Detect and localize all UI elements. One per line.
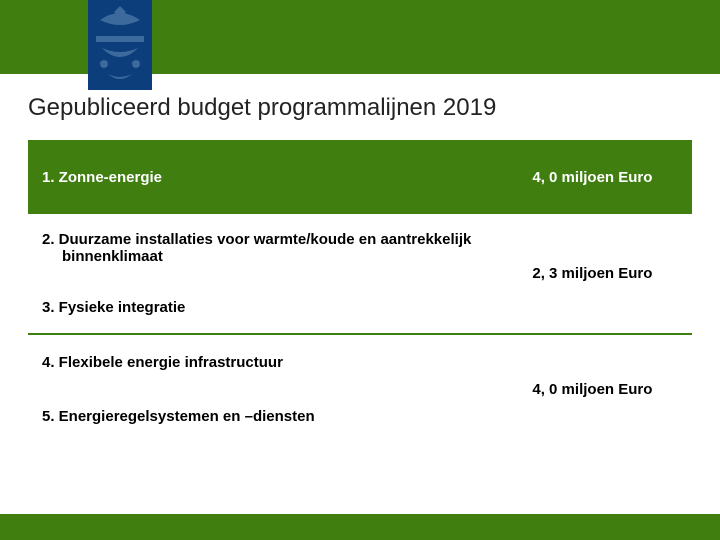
row-item-text: 2. Duurzame installaties voor warmte/kou…	[42, 225, 483, 271]
row-items-cell: 1. Zonne-energie	[28, 140, 493, 214]
row-item-text: 4. Flexibele energie infrastructuur	[42, 348, 483, 377]
row-budget-cell: 4, 0 miljoen Euro	[493, 334, 692, 444]
content-area: Gepubliceerd budget programmalijnen 2019…	[0, 74, 720, 444]
table-row: 2. Duurzame installaties voor warmte/kou…	[28, 214, 692, 334]
row-budget-cell: 2, 3 miljoen Euro	[493, 214, 692, 334]
logo-pattern-svg	[88, 0, 152, 90]
row-items-cell: 4. Flexibele energie infrastructuur 5. En…	[28, 334, 493, 444]
row-items-cell: 2. Duurzame installaties voor warmte/kou…	[28, 214, 493, 334]
table-row: 4. Flexibele energie infrastructuur 5. En…	[28, 334, 692, 444]
table-row: 1. Zonne-energie 4, 0 miljoen Euro	[28, 140, 692, 214]
budget-table-body: 1. Zonne-energie4, 0 miljoen Euro2. Duur…	[28, 140, 692, 444]
logo-emblem	[88, 0, 152, 90]
row-item-text: 3. Fysieke integratie	[42, 293, 483, 322]
budget-table: 1. Zonne-energie4, 0 miljoen Euro2. Duur…	[28, 140, 692, 444]
row-budget-cell: 4, 0 miljoen Euro	[493, 140, 692, 214]
row-item-text: 5. Energieregelsystemen en –diensten	[42, 402, 483, 431]
page-title: Gepubliceerd budget programmalijnen 2019	[28, 94, 692, 122]
row-item-text: 1. Zonne-energie	[42, 163, 483, 192]
footer-band	[0, 514, 720, 540]
